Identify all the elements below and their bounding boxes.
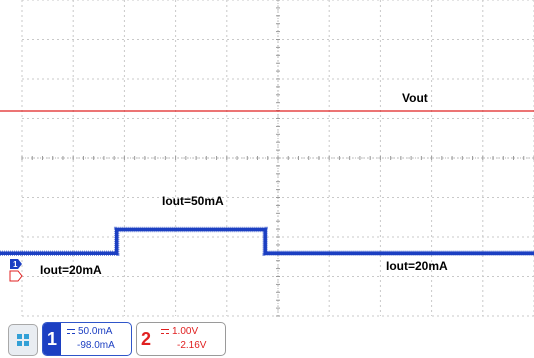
annotation-label: Iout=50mA bbox=[162, 194, 224, 208]
channel-1-box[interactable]: 1 50.0mA -98.0mA bbox=[42, 322, 132, 356]
annotation-label: Iout=20mA bbox=[40, 263, 102, 277]
channel-1-offset: -98.0mA bbox=[77, 340, 115, 351]
annotations: Vout Iout=50mA Iout=20mA Iout=20mA bbox=[40, 91, 448, 277]
channel-bar: 1 50.0mA -98.0mA 2 1.00V -2.16V bbox=[0, 320, 534, 358]
iout-trace-noise bbox=[0, 226, 534, 256]
channel-2-number: 2 bbox=[140, 328, 151, 349]
channel-1-marker-label: 1 bbox=[13, 260, 18, 269]
graticule bbox=[21, 0, 534, 317]
dc-coupling-icon bbox=[161, 328, 169, 334]
channel-1-scale: 50.0mA bbox=[67, 326, 112, 338]
channel-1-scale-value: 50.0mA bbox=[78, 326, 113, 337]
dc-coupling-icon bbox=[67, 328, 75, 334]
channel-2-offset: -2.16V bbox=[177, 340, 207, 351]
channel-1-number: 1 bbox=[43, 323, 61, 355]
channel-1-ground-marker bbox=[10, 259, 22, 269]
traces bbox=[0, 110, 534, 256]
scope-display: Vout Iout=50mA Iout=20mA Iout=20mA 1 bbox=[0, 0, 534, 317]
annotation-label: Vout bbox=[402, 91, 428, 105]
ground-markers[interactable]: 1 bbox=[9, 259, 23, 282]
channel-2-ground-marker bbox=[9, 270, 23, 282]
channel-2-scale-value: 1.00V bbox=[172, 326, 199, 337]
annotation-label: Iout=20mA bbox=[386, 259, 448, 273]
grid-menu-icon[interactable] bbox=[8, 324, 38, 356]
channel-2-scale: 1.00V bbox=[161, 326, 198, 338]
channel-2-box[interactable]: 2 1.00V -2.16V bbox=[136, 322, 226, 356]
